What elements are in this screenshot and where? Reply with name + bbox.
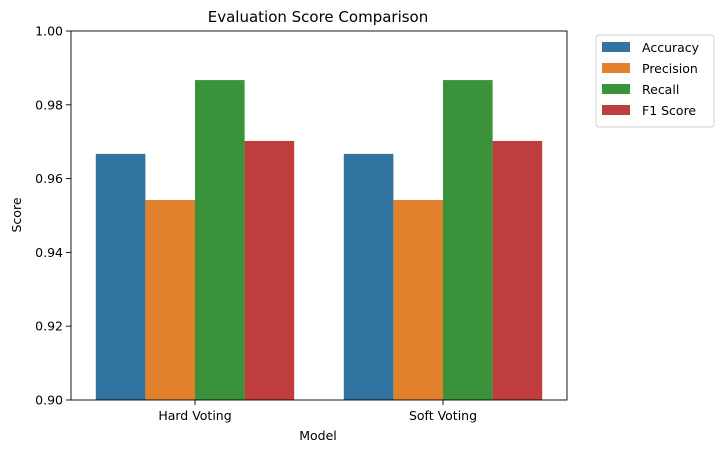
bar-precision-hard-voting (145, 200, 195, 400)
bar-accuracy-soft-voting (343, 153, 394, 400)
legend-swatch-recall (602, 84, 630, 94)
y-axis: 0.90 0.92 0.94 0.96 0.98 1.00 (35, 24, 71, 408)
x-tick-label: Soft Voting (409, 408, 477, 423)
y-tick-label: 0.96 (35, 171, 63, 186)
legend-swatch-precision (602, 63, 630, 73)
x-axis: Hard Voting Soft Voting (158, 400, 477, 423)
legend-label-precision: Precision (642, 61, 698, 76)
bar-recall-soft-voting (443, 80, 493, 400)
bar-f1-score-hard-voting (244, 140, 295, 400)
y-tick-label: 0.92 (35, 319, 63, 334)
y-axis-label: Score (9, 197, 24, 232)
y-tick-label: 0.90 (35, 393, 63, 408)
x-tick-label: Hard Voting (158, 408, 231, 423)
legend: Accuracy Precision Recall F1 Score (595, 34, 715, 128)
y-tick-label: 0.98 (35, 97, 63, 112)
plot-frame (70, 30, 568, 401)
legend-swatch-f1-score (602, 105, 630, 115)
y-tick-label: 0.94 (35, 245, 63, 260)
legend-label-f1-score: F1 Score (642, 103, 696, 118)
legend-label-recall: Recall (642, 82, 679, 97)
legend-swatch-accuracy (602, 42, 630, 52)
y-tick-label: 1.00 (35, 24, 63, 39)
bars-group (95, 80, 543, 400)
bar-accuracy-hard-voting (95, 153, 146, 400)
bar-f1-score-soft-voting (492, 140, 543, 400)
bar-recall-hard-voting (195, 80, 245, 400)
chart-title: Evaluation Score Comparison (208, 8, 429, 26)
legend-box (595, 34, 715, 128)
x-axis-label: Model (299, 428, 337, 443)
legend-label-accuracy: Accuracy (642, 40, 700, 55)
bar-precision-soft-voting (393, 200, 443, 400)
